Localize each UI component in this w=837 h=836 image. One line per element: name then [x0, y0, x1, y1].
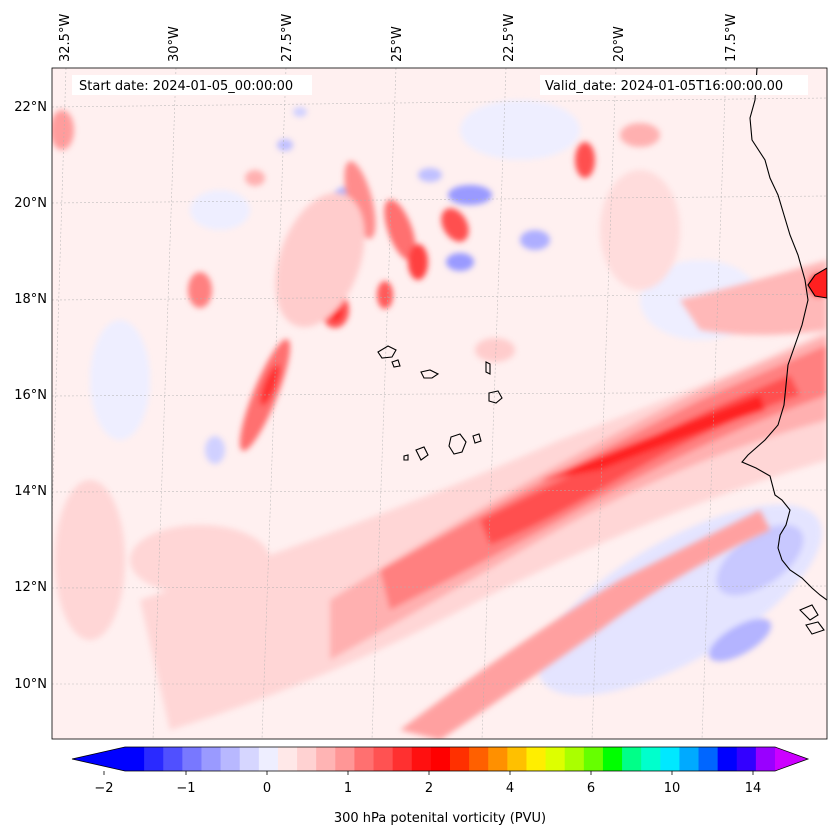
lon-label: 30°W	[167, 26, 182, 62]
colorbar-swatch	[316, 747, 336, 771]
colorbar-tick-label: 6	[587, 781, 595, 796]
colorbar-swatch	[239, 747, 260, 771]
colorbar-swatch	[736, 747, 757, 771]
colorbar-tick-label: 2	[425, 781, 433, 796]
colorbar-swatch	[602, 747, 623, 771]
colorbar-tick-label: 1	[344, 781, 352, 796]
islands	[377, 345, 503, 461]
lat-label: 16°N	[14, 388, 47, 403]
colorbar-over-arrow	[775, 747, 808, 771]
colorbar-swatch	[450, 747, 470, 771]
colorbar-swatch	[373, 747, 394, 771]
valid-date-box	[540, 75, 808, 95]
lat-label: 20°N	[14, 196, 47, 211]
colorbar	[71, 746, 810, 775]
colorbar-tick-label: 10	[664, 781, 681, 796]
colorbar-tick-label: −2	[94, 781, 113, 796]
colorbar-swatch	[182, 747, 202, 771]
colorbar-swatch	[526, 747, 547, 771]
map-frame	[51, 67, 828, 740]
colorbar-swatch	[564, 747, 585, 771]
colorbar-tick-label: 4	[506, 781, 514, 796]
colorbar-swatch	[430, 747, 451, 771]
coastline	[741, 68, 827, 635]
colorbar-swatch	[488, 747, 508, 771]
lat-label: 18°N	[14, 292, 47, 307]
colorbar-swatch	[622, 747, 642, 771]
lat-label: 22°N	[14, 100, 47, 115]
map-gridlines	[52, 68, 827, 739]
colorbar-swatch	[201, 747, 222, 771]
colorbar-swatch	[717, 747, 738, 771]
lat-label: 10°N	[14, 677, 47, 692]
colorbar-swatch	[411, 747, 432, 771]
lat-label: 12°N	[14, 580, 47, 595]
start-date-box	[72, 75, 312, 95]
lon-label: 25°W	[390, 26, 405, 62]
colorbar-swatch	[277, 747, 298, 771]
colorbar-tick-label: 14	[745, 781, 762, 796]
colorbar-swatch	[660, 747, 680, 771]
colorbar-swatch	[679, 747, 700, 771]
colorbar-swatch	[144, 747, 164, 771]
colorbar-swatch	[641, 747, 661, 771]
colorbar-swatch	[545, 747, 566, 771]
colorbar-swatch	[507, 747, 527, 771]
lon-label: 17.5°W	[724, 14, 739, 62]
colorbar-tick-label: 0	[263, 781, 271, 796]
colorbar-outline	[71, 746, 810, 772]
lon-label: 27.5°W	[280, 14, 295, 62]
colorbar-swatch	[583, 747, 604, 771]
map-panel	[52, 68, 827, 739]
colorbar-swatch	[392, 747, 413, 771]
colorbar-swatch	[698, 747, 719, 771]
colorbar-swatch	[163, 747, 183, 771]
colorbar-tick-label: −1	[176, 781, 195, 796]
colorbar-swatch	[258, 747, 279, 771]
lon-label: 20°W	[612, 26, 627, 62]
colorbar-swatch	[755, 747, 776, 771]
longitude-labels: 32.5°W 30°W 27.5°W 25°W 22.5°W 20°W 17.5…	[58, 14, 739, 62]
latitude-labels: 22°N 20°N 18°N 16°N 14°N 12°N 10°N	[14, 100, 47, 692]
positive-pv-regions	[52, 110, 827, 739]
lon-label: 32.5°W	[58, 14, 73, 62]
colorbar-swatch	[220, 747, 241, 771]
colorbar-swatch	[335, 747, 355, 771]
colorbar-title: 300 hPa potenital vorticity (PVU)	[334, 811, 546, 826]
colorbar-swatch	[354, 747, 375, 771]
valid-date-label: Valid_date: 2024-01-05T16:00:00.00	[545, 79, 783, 94]
colorbar-swatch	[125, 747, 145, 771]
colorbar-under-arrow	[72, 747, 125, 771]
lon-label: 22.5°W	[502, 14, 517, 62]
colorbar-swatch	[469, 747, 489, 771]
lat-label: 14°N	[14, 484, 47, 499]
start-date-label: Start date: 2024-01-05_00:00:00	[79, 79, 293, 94]
colorbar-ticks: −2 −1 0 1 2 4 6 10 14	[94, 781, 761, 796]
colorbar-swatch	[297, 747, 317, 771]
